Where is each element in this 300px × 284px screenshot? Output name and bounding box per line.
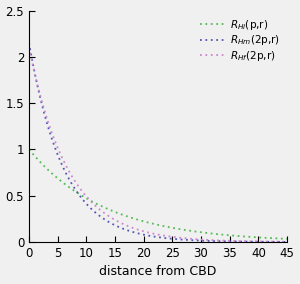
- X-axis label: distance from CBD: distance from CBD: [99, 266, 217, 278]
- Legend: $R_{Hi}$(p,r), $R_{Hm}$(2p,r), $R_{Hf}$(2p,r): $R_{Hi}$(p,r), $R_{Hm}$(2p,r), $R_{Hf}$(…: [197, 16, 282, 65]
